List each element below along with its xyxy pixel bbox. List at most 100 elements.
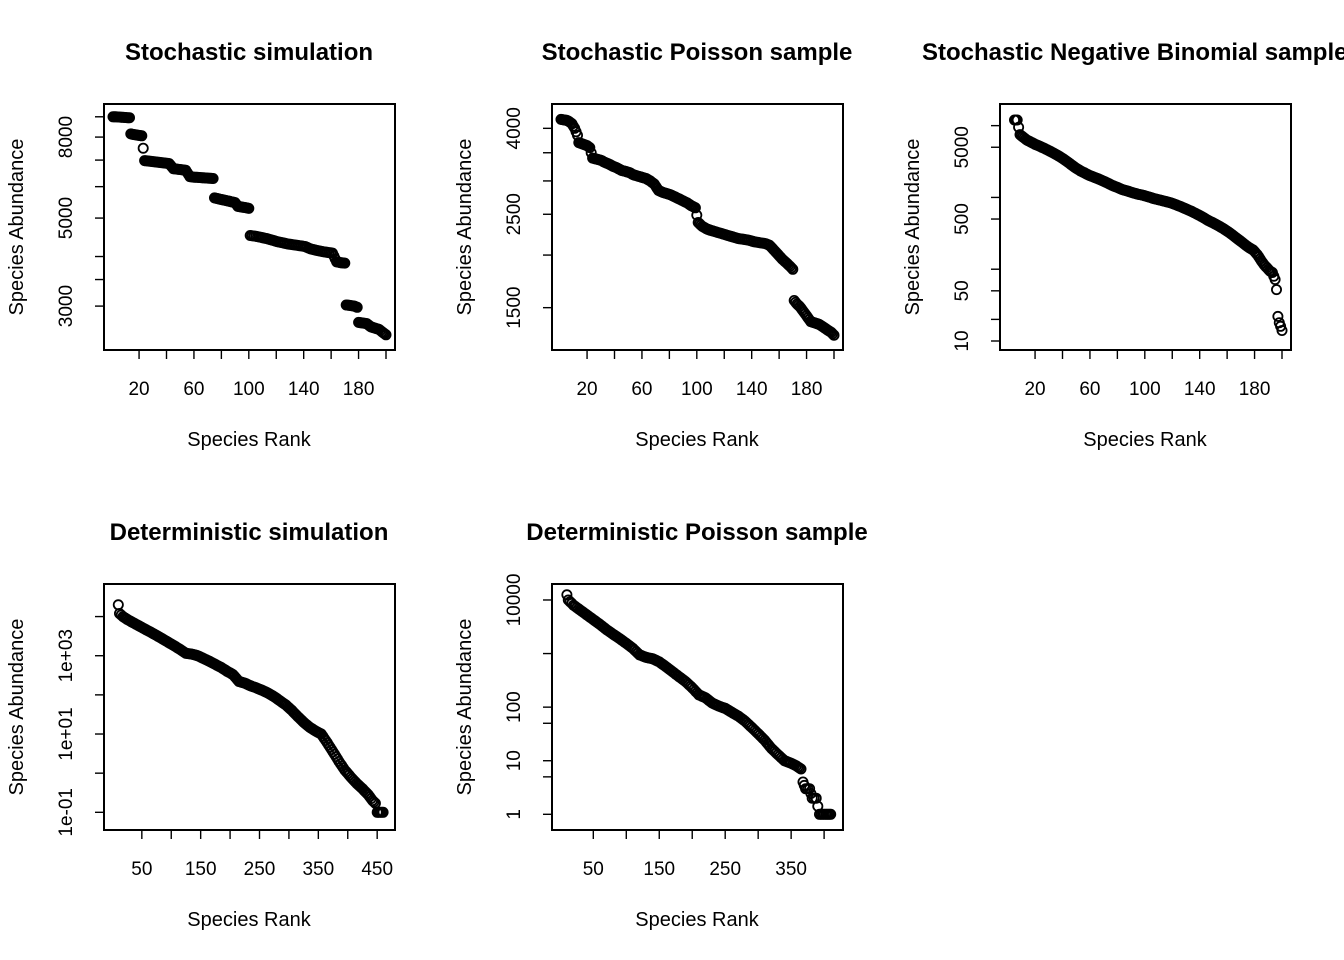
data-point (584, 142, 596, 154)
data-point (1271, 284, 1283, 296)
x-tick-label: 20 (576, 379, 597, 400)
data-point (1272, 310, 1284, 322)
x-tick-label: 100 (681, 379, 713, 400)
data-points (107, 111, 392, 341)
y-axis-label: Species Abundance (6, 619, 28, 796)
x-axis: 20 60 100 140 180 (1024, 349, 1283, 400)
x-tick-label: 350 (775, 859, 807, 880)
y-axis: 1e-01 1e+01 1e+03 (56, 615, 105, 837)
y-axis-label: Species Abundance (902, 139, 924, 316)
data-point (1269, 273, 1281, 285)
y-tick-label: 1e-01 (56, 788, 77, 837)
x-tick-label: 20 (128, 379, 149, 400)
x-tick-label: 100 (1129, 379, 1161, 400)
data-points (561, 589, 837, 820)
data-point (784, 260, 796, 272)
x-tick-label: 350 (302, 859, 334, 880)
x-tick-label: 60 (631, 379, 652, 400)
data-point (825, 808, 837, 820)
data-point (804, 783, 816, 795)
data-point (136, 130, 148, 142)
plot-title: Deterministic simulation (110, 519, 389, 546)
data-point (243, 202, 255, 214)
x-axis: 50 150 250 350 (583, 829, 825, 880)
y-tick-label: 4000 (504, 107, 525, 149)
data-point (380, 329, 392, 341)
data-point (137, 142, 149, 154)
x-tick-label: 60 (183, 379, 204, 400)
y-tick-label: 8000 (56, 116, 77, 158)
y-tick-label: 500 (952, 203, 973, 235)
x-tick-label: 140 (736, 379, 768, 400)
y-axis-label: Species Abundance (454, 139, 476, 316)
data-point (339, 257, 351, 269)
x-axis-label: Species Rank (187, 909, 311, 931)
y-tick-label: 5000 (56, 197, 77, 239)
data-point (207, 172, 219, 184)
x-tick-label: 180 (1239, 379, 1271, 400)
x-tick-label: 250 (709, 859, 741, 880)
data-point (366, 795, 378, 807)
y-tick-label: 3000 (56, 285, 77, 327)
x-tick-label: 100 (233, 379, 265, 400)
y-axis: 10 50 500 5000 (952, 124, 1001, 352)
x-tick-label: 250 (244, 859, 276, 880)
data-point (810, 792, 822, 804)
data-point (567, 120, 579, 132)
y-axis-label: Species Abundance (454, 619, 476, 796)
y-axis-label: Species Abundance (6, 139, 28, 316)
plot-panel-deterministic-poisson-sample: Deterministic Poisson sample Species Ran… (454, 519, 868, 931)
plot-panel-stochastic-simulation: Stochastic simulation Species Rank Speci… (6, 39, 396, 451)
data-point (1276, 324, 1288, 336)
y-tick-label: 50 (952, 280, 973, 301)
plot-title: Stochastic Negative Binomial sample (922, 39, 1344, 66)
y-tick-label: 100 (504, 691, 525, 723)
plot-title: Stochastic simulation (125, 39, 373, 66)
x-tick-label: 180 (791, 379, 823, 400)
plot-panel-stochastic-poisson-sample: Stochastic Poisson sample Species Rank S… (454, 39, 852, 451)
x-axis-label: Species Rank (187, 429, 311, 451)
x-tick-label: 20 (1024, 379, 1045, 400)
y-axis: 1500 2500 4000 (504, 107, 553, 329)
y-tick-label: 10 (952, 330, 973, 351)
y-axis: 1 10 100 10000 (504, 574, 553, 820)
y-axis: 3000 5000 8000 (56, 116, 105, 327)
y-tick-label: 1e+01 (56, 707, 77, 760)
x-axis-label: Species Rank (635, 429, 759, 451)
x-axis-label: Species Rank (1083, 429, 1207, 451)
data-point (828, 329, 840, 341)
x-tick-label: 50 (583, 859, 604, 880)
y-tick-label: 10 (504, 750, 525, 771)
data-point (689, 202, 701, 214)
x-tick-label: 180 (343, 379, 375, 400)
data-points (555, 113, 840, 341)
x-tick-label: 150 (643, 859, 675, 880)
data-point (827, 328, 839, 340)
data-points (112, 599, 389, 818)
data-point (795, 763, 807, 775)
x-tick-label: 50 (131, 859, 152, 880)
y-tick-label: 1500 (504, 287, 525, 329)
x-tick-label: 140 (288, 379, 320, 400)
y-tick-label: 1e+03 (56, 629, 77, 682)
x-tick-label: 60 (1079, 379, 1100, 400)
y-tick-label: 1 (504, 809, 525, 820)
y-tick-label: 10000 (504, 574, 525, 627)
data-point (825, 326, 837, 338)
data-point (1011, 114, 1023, 126)
x-tick-label: 450 (361, 859, 393, 880)
x-axis: 20 60 100 140 180 (576, 349, 835, 400)
x-axis-label: Species Rank (635, 909, 759, 931)
data-point (368, 796, 380, 808)
x-axis: 50 150 250 350 450 (131, 829, 393, 880)
plot-title: Stochastic Poisson sample (542, 39, 853, 66)
data-point (786, 262, 798, 274)
plot-panel-stochastic-negative-binomial-sample: Stochastic Negative Binomial sample Spec… (902, 39, 1344, 451)
x-axis: 20 60 100 140 180 (128, 349, 387, 400)
y-tick-label: 5000 (952, 126, 973, 168)
plot-title: Deterministic Poisson sample (526, 519, 867, 546)
data-point (124, 112, 136, 124)
data-points (1009, 114, 1288, 336)
